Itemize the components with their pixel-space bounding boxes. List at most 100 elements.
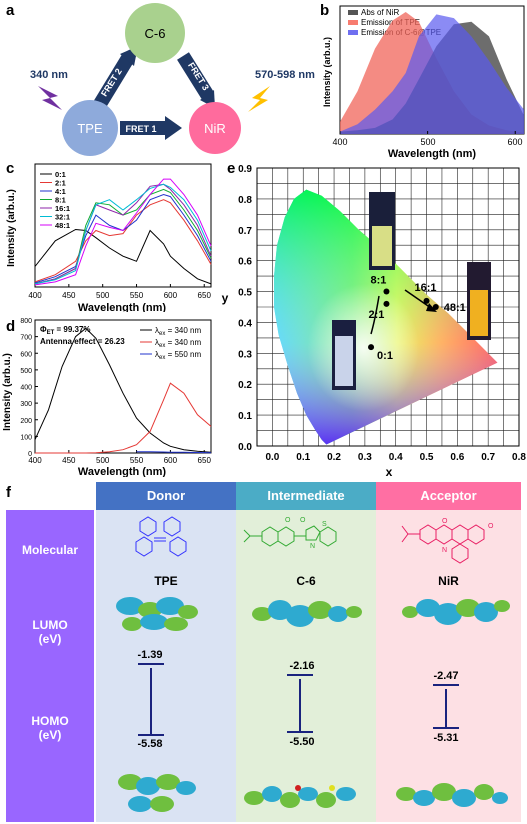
tpe-structure-icon	[135, 516, 187, 557]
chart-d-legend: λex = 340 nm λex = 340 nm λex = 550 nm	[140, 326, 201, 361]
chart-d-xtick-label: 400	[28, 456, 42, 465]
fret-diagram: FRET 1 FRET 2 FRET 3 C-6 TPE NiR 340 nm …	[30, 3, 315, 156]
trajectory-arrow-1	[370, 295, 380, 335]
legend-d-1: λex = 340 nm	[155, 338, 201, 349]
chart-c-tick-label: 550	[130, 291, 144, 300]
lumo-orbital-tpe	[116, 597, 198, 631]
cie-point-label: 2:1	[368, 309, 384, 321]
side-labels-column	[6, 510, 94, 822]
cie-point-label: 0:1	[377, 350, 393, 362]
orbital-layer	[116, 597, 510, 812]
cie-point-label: 16:1	[415, 282, 437, 294]
chart-b-area-2	[340, 14, 524, 134]
panel-c-label: c	[6, 160, 15, 177]
cie-point-16-1	[423, 297, 430, 304]
chart-d-xtick-label: 450	[62, 456, 76, 465]
chart-c-legend-entry: 32:1	[55, 213, 70, 222]
chart-c-legend-entry: 2:1	[55, 179, 66, 188]
chart-e-xtick-label: 0.3	[358, 452, 372, 463]
chart-c-legend-entry: 48:1	[55, 221, 70, 230]
emission-label: 570-598 nm	[255, 69, 315, 81]
lumo-level-c6	[287, 674, 313, 676]
legend-d-2: λex = 550 nm	[155, 350, 201, 361]
node-nir	[189, 102, 241, 154]
chart-e-ytick-label: 0.4	[238, 318, 252, 329]
chart-e-ytick-label: 0.6	[238, 257, 252, 268]
chart-d-ytick-label: 100	[20, 434, 32, 441]
svg-text:O: O	[300, 517, 306, 524]
chart-d-ytick-label: 700	[20, 335, 32, 342]
svg-text:O: O	[442, 518, 448, 525]
chart-d-ylabel: Intensity (arb.u.)	[2, 353, 13, 431]
chart-e-ylabel: y	[222, 291, 229, 305]
legend-abs-nir: Abs of NiR	[361, 8, 399, 17]
lumo-value-nir: -2.47	[433, 670, 459, 682]
panel-d: d Intensity (arb.u.) Wavelength (nm) ΦET…	[0, 312, 215, 478]
homo-orbital-c6	[244, 785, 356, 808]
chart-d-ytick-label: 800	[20, 318, 32, 325]
chart-d-ytick-label: 400	[20, 385, 32, 392]
antenna-annotation: Antenna effect = 26.23	[40, 337, 125, 346]
chart-e-ytick-label: 0.2	[238, 380, 252, 391]
column-header-intermediate: Intermediate	[236, 482, 376, 510]
transition-arrow-c6	[299, 679, 301, 731]
fret-arrow-3: FRET 3	[177, 52, 215, 108]
lumo-unit: (eV)	[38, 632, 62, 646]
homo-level-c6	[287, 731, 313, 733]
molecule-name-nir: NiR	[438, 574, 459, 588]
chart-e-xtick-label: 0.8	[512, 452, 526, 463]
column-intermediate	[236, 510, 376, 822]
node-c6	[125, 3, 185, 63]
homo-orbital-nir	[396, 783, 508, 807]
chart-d-ytick-label: 200	[20, 418, 32, 425]
chart-c-legend: 0:12:14:18:116:132:148:1	[40, 170, 70, 230]
chart-d-series-1	[35, 382, 212, 454]
chart-e-xlabel: x	[386, 465, 393, 479]
chart-c-series-1	[34, 199, 212, 283]
legend-d-0: λex = 340 nm	[155, 326, 201, 337]
molecule-name-c6: C-6	[296, 574, 316, 588]
vial-48-1	[467, 262, 491, 340]
chart-c-legend-entry: 0:1	[55, 170, 66, 179]
chart-e-cie: 0.0 0.1 0.2 0.3 0.4 0.5 0.6 0.7 0.8 0.0 0.1 0.2 0.3 0…	[222, 164, 527, 479]
chart-e-ytick-label: 0.7	[238, 226, 252, 237]
lumo-label: LUMO	[32, 618, 68, 632]
row-label-homo: HOMO (eV)	[6, 714, 94, 742]
chart-c-xlabel: Wavelength (nm)	[78, 302, 167, 312]
chart-e-xtick-label: 0.7	[481, 452, 495, 463]
svg-text:O: O	[488, 523, 494, 530]
transition-arrow-nir	[445, 689, 447, 727]
homo-label: HOMO	[31, 714, 69, 728]
cie-point-label: 48:1	[444, 302, 466, 314]
chart-d-xtick-label: 600	[164, 456, 178, 465]
chart-d-series-0	[34, 327, 212, 453]
c6-structure-icon: O O N S	[243, 517, 337, 550]
row-label-lumo: LUMO (eV)	[6, 618, 94, 646]
chart-e-ytick-label: 0.8	[238, 195, 252, 206]
chart-c: Intensity (arb.u.) Wavelength (nm) 400 45…	[6, 163, 212, 314]
chart-e-xtick-label: 0.1	[296, 452, 310, 463]
panel-a-label: a	[6, 2, 15, 19]
cie-frame	[256, 167, 520, 447]
cie-point-2-1	[383, 300, 390, 307]
vial-0-1	[332, 320, 356, 390]
row-label-molecular: Molecular	[21, 543, 78, 557]
chart-e-ytick-label: 0.9	[238, 164, 252, 175]
chart-d-xtick-label: 650	[198, 456, 212, 465]
chart-d-ytick-label: 0	[28, 451, 32, 458]
chart-c-tick-label: 500	[96, 291, 110, 300]
chart-d-xlabel: Wavelength (nm)	[78, 466, 167, 477]
lumo-value-c6: -2.16	[289, 660, 315, 672]
chart-e-xtick-label: 0.0	[265, 452, 279, 463]
chart-e-ytick-label: 0.3	[238, 349, 252, 360]
homo-value-c6: -5.50	[289, 736, 315, 748]
cie-point-8-1	[383, 288, 390, 295]
chart-d-series-2	[136, 451, 212, 454]
legend-emission-tpe: Emission of TPE	[361, 18, 420, 27]
chart-b-tick-600: 600	[507, 137, 522, 147]
column-acceptor	[376, 510, 521, 822]
chart-b-ylabel: Intensity (arb.u.)	[322, 37, 332, 107]
chart-b-tick-400: 400	[332, 137, 347, 147]
panel-a: a FRET 1 FRET 2 FRET 3 C-6 TPE NiR	[0, 0, 330, 160]
trajectory-arrowhead	[426, 303, 437, 312]
